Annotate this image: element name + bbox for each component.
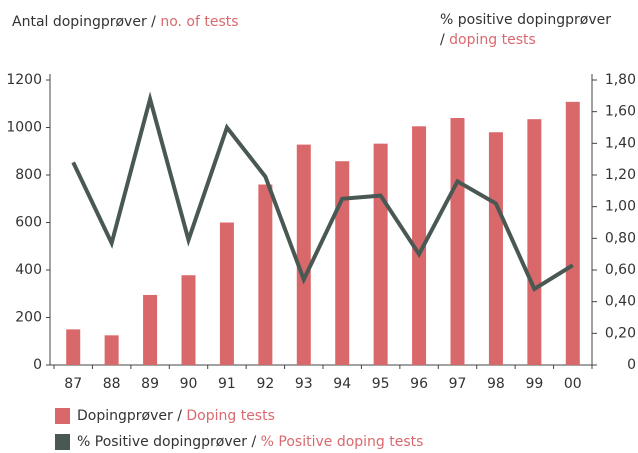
x-tick-label: 91 [218, 376, 236, 392]
bar [450, 118, 465, 365]
y-tick-label: 0 [33, 357, 42, 373]
legend-swatch [55, 434, 70, 450]
y2-tick-label: 1,20 [605, 167, 636, 183]
x-tick-label: 87 [64, 376, 82, 392]
y2-tick-label: 0 [627, 357, 636, 373]
x-tick-label: 98 [487, 376, 505, 392]
y2-tick-label: 0,60 [605, 262, 636, 278]
bar [527, 119, 542, 365]
legend-label: Dopingprøver / Doping tests [77, 408, 275, 424]
legend-label-part: Dopingprøver / [77, 408, 186, 424]
x-tick-label: 89 [141, 376, 159, 392]
y-tick-label: 200 [15, 310, 42, 326]
legend-label: % Positive dopingprøver / % Positive dop… [77, 434, 423, 450]
y-tick-label: 400 [15, 262, 42, 278]
x-tick-label: 94 [333, 376, 351, 392]
x-tick-label: 99 [525, 376, 543, 392]
bar [296, 144, 311, 365]
y2-tick-label: 0,80 [605, 230, 636, 246]
y-axis-title-part: Antal dopingprøver / [12, 14, 160, 30]
legend-label-part: % Positive dopingprøver / [77, 434, 261, 450]
x-tick-label: 90 [180, 376, 198, 392]
legend-label-part: % Positive doping tests [261, 434, 424, 450]
bar [258, 184, 273, 365]
y2-tick-label: 1,40 [605, 135, 636, 151]
y2-tick-label: 0,40 [605, 294, 636, 310]
y2-axis-title: % positive dopingprøver [440, 12, 611, 28]
y2-tick-label: 1,00 [605, 199, 636, 215]
x-tick-label: 96 [410, 376, 428, 392]
bar [66, 329, 81, 365]
y-tick-label: 1000 [6, 120, 42, 136]
bar [104, 335, 119, 365]
bar [219, 222, 234, 365]
y-tick-label: 600 [15, 215, 42, 231]
x-tick-label: 95 [372, 376, 390, 392]
y-tick-label: 800 [15, 167, 42, 183]
bar [412, 126, 427, 365]
legend-label-part: Doping tests [186, 408, 275, 424]
x-tick-label: 97 [449, 376, 467, 392]
y-tick-label: 1200 [6, 72, 42, 88]
y2-tick-label: 1,60 [605, 104, 636, 120]
x-tick-label: 93 [295, 376, 313, 392]
y2-axis-title: / doping tests [440, 32, 536, 48]
y-axis-title: Antal dopingprøver / no. of tests [12, 14, 239, 30]
legend-swatch [55, 408, 70, 424]
y2-axis-title-part: doping tests [449, 32, 536, 48]
bar [373, 143, 388, 365]
bar [565, 101, 580, 365]
y2-axis-title-part: / [440, 32, 449, 48]
bar [488, 132, 503, 365]
x-tick-label: 92 [256, 376, 274, 392]
x-tick-label: 00 [564, 376, 582, 392]
x-tick-label: 88 [103, 376, 121, 392]
bar [143, 294, 158, 365]
y2-tick-label: 1,80 [605, 72, 636, 88]
y-axis-title-part: no. of tests [160, 14, 238, 30]
bar [181, 275, 196, 365]
bar [335, 161, 350, 365]
y2-tick-label: 0,20 [605, 325, 636, 341]
line [71, 91, 574, 292]
